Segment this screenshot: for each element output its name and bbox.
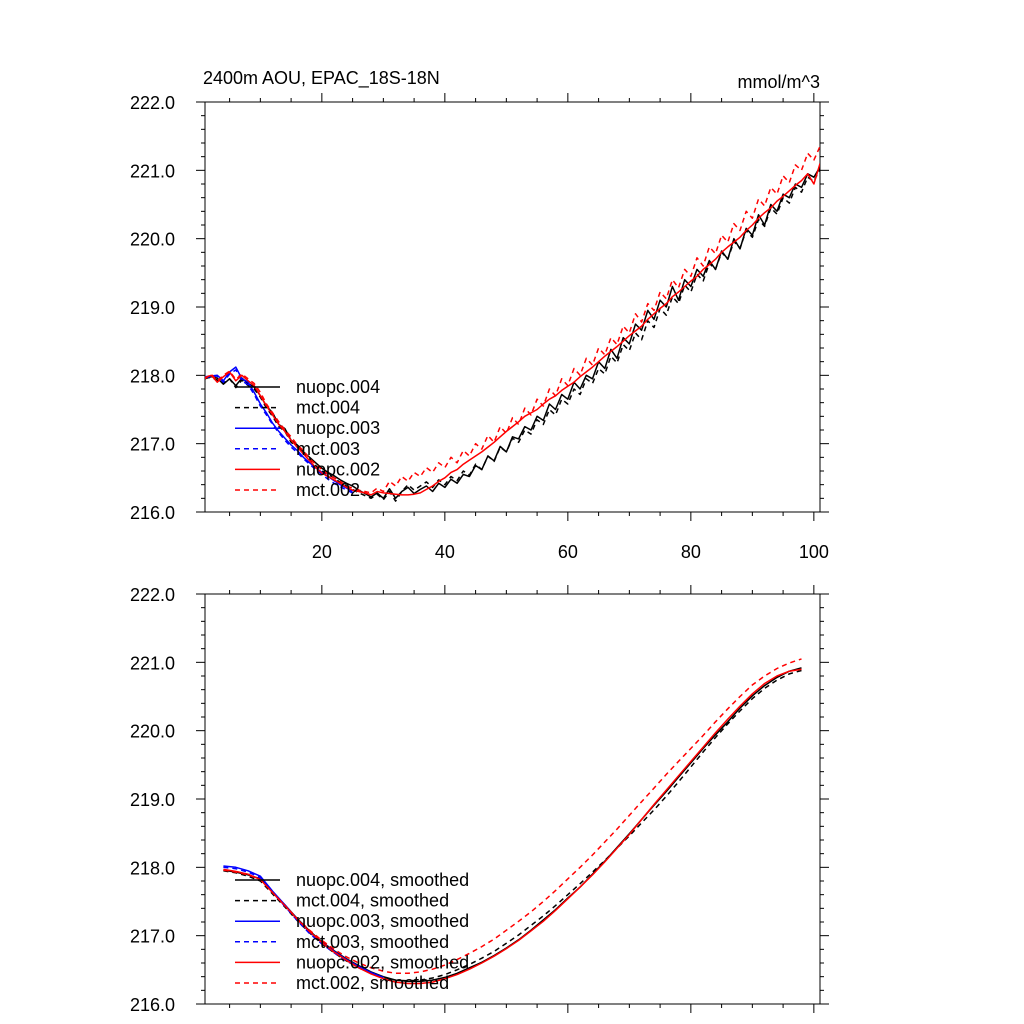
series-line-mct-004-smoothed bbox=[223, 669, 802, 982]
x-tick-label: 80 bbox=[681, 542, 701, 562]
legend-label: mct.002, smoothed bbox=[296, 973, 449, 993]
legend-label: mct.003 bbox=[296, 439, 360, 459]
y-tick-label: 218.0 bbox=[130, 858, 175, 878]
y-tick-label: 218.0 bbox=[130, 366, 175, 386]
series-line-mct-002 bbox=[205, 146, 820, 494]
y-tick-label: 219.0 bbox=[130, 790, 175, 810]
chart-panel-bottom: 216.0 217.0 218.0 219.0 220.0 221.0 222.0 nuopc… bbox=[130, 585, 829, 1015]
series-group bbox=[223, 658, 802, 985]
y-tick-label: 222.0 bbox=[130, 93, 175, 113]
y-tick-label: 217.0 bbox=[130, 927, 175, 947]
y-tick-label: 220.0 bbox=[130, 722, 175, 742]
chart-title: 2400m AOU, EPAC_18S-18N bbox=[203, 68, 440, 89]
legend-label: nuopc.004, smoothed bbox=[296, 870, 469, 890]
legend-label: nuopc.004 bbox=[296, 377, 380, 397]
x-tick-label: 20 bbox=[312, 542, 332, 562]
y-tick-label: 222.0 bbox=[130, 585, 175, 605]
legend-label: mct.004, smoothed bbox=[296, 891, 449, 911]
legend: nuopc.004mct.004nuopc.003mct.003nuopc.00… bbox=[235, 377, 380, 500]
series-line-mct-004 bbox=[205, 168, 820, 502]
series-group bbox=[205, 146, 820, 502]
legend-label: nuopc.002, smoothed bbox=[296, 952, 469, 972]
y-tick-label: 216.0 bbox=[130, 995, 175, 1015]
y-tick-label: 221.0 bbox=[130, 161, 175, 181]
x-tick-label: 60 bbox=[558, 542, 578, 562]
series-line-mct-003 bbox=[205, 369, 353, 494]
y-tick-label: 219.0 bbox=[130, 298, 175, 318]
x-tick-label: 40 bbox=[435, 542, 455, 562]
legend-label: nuopc.002 bbox=[296, 459, 380, 479]
legend-label: mct.004 bbox=[296, 398, 360, 418]
legend-label: nuopc.003 bbox=[296, 418, 380, 438]
chart-units: mmol/m^3 bbox=[738, 72, 820, 92]
x-tick-label: 100 bbox=[799, 542, 829, 562]
legend-label: mct.003, smoothed bbox=[296, 932, 449, 952]
legend-label: nuopc.003, smoothed bbox=[296, 911, 469, 931]
y-tick-label: 216.0 bbox=[130, 503, 175, 523]
y-tick-label: 221.0 bbox=[130, 653, 175, 673]
chart-panel-top: 2400m AOU, EPAC_18S-18N mmol/m^3 216.0 21… bbox=[130, 68, 829, 562]
y-tick-label: 220.0 bbox=[130, 230, 175, 250]
series-line-nuopc-002 bbox=[205, 163, 820, 496]
series-line-mct-002-smoothed bbox=[223, 658, 802, 975]
y-tick-label: 217.0 bbox=[130, 435, 175, 455]
series-line-nuopc-002-smoothed bbox=[223, 668, 802, 985]
legend-label: mct.002 bbox=[296, 480, 360, 500]
